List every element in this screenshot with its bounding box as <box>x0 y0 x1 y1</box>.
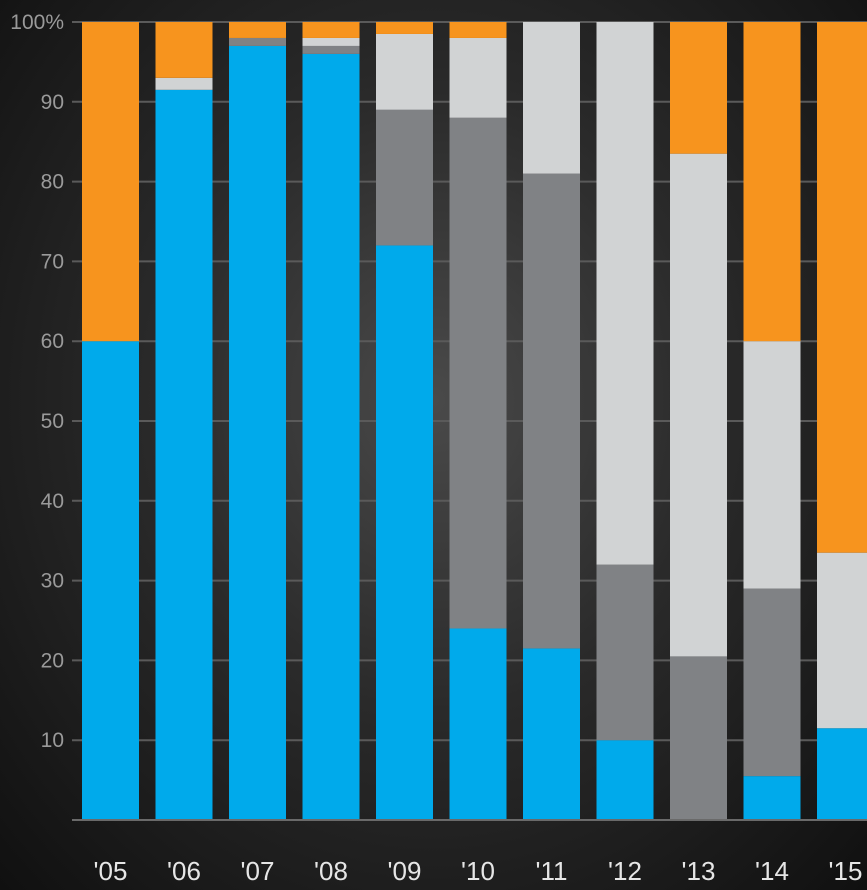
bar-segment <box>743 776 801 820</box>
bar-segment <box>376 109 433 246</box>
bar-segment <box>523 173 580 649</box>
y-tick-label: 100% <box>10 11 64 34</box>
bar-stack <box>82 22 139 820</box>
bar-segment <box>302 37 360 46</box>
bar-segment <box>302 45 360 54</box>
bar-stack <box>523 22 580 820</box>
bar-segment <box>229 37 286 46</box>
y-tick-label: 30 <box>41 570 64 593</box>
x-tick-label: '11 <box>536 856 568 886</box>
bar-stack <box>449 22 507 820</box>
bar-stack <box>670 22 727 820</box>
x-tick-labels: '05 '06 '07 '08 '09 '10 '11 '12 '13 '14 '15 <box>94 856 863 886</box>
bar-segment <box>155 77 213 90</box>
bar-segment <box>155 22 213 78</box>
bars <box>82 22 867 821</box>
x-tick-label: '09 <box>388 856 422 886</box>
x-tick-label: '06 <box>167 856 201 886</box>
y-tick-label: 60 <box>41 330 64 353</box>
x-tick-label: '07 <box>241 856 275 886</box>
bar-segment <box>817 552 867 729</box>
bar-segment <box>155 89 213 820</box>
bar-segment <box>743 341 801 589</box>
y-tick-label: 40 <box>41 490 64 513</box>
bar-segment <box>670 22 727 154</box>
bar-segment <box>596 564 654 741</box>
x-tick-label: '12 <box>608 856 642 886</box>
x-tick-label: '14 <box>755 856 789 886</box>
bar-segment <box>523 22 580 174</box>
y-tick-label: 90 <box>41 91 64 114</box>
x-tick-label: '05 <box>94 856 128 886</box>
x-tick-label: '10 <box>461 856 495 886</box>
bar-segment <box>302 22 360 38</box>
y-tick-label: 70 <box>41 250 64 273</box>
bar-segment <box>449 22 507 38</box>
bar-segment <box>376 22 433 34</box>
bar-stack <box>596 22 654 820</box>
bar-stack <box>743 22 801 820</box>
bar-segment <box>82 341 139 820</box>
y-tick-label: 50 <box>41 410 64 433</box>
bar-segment <box>229 45 286 820</box>
bar-segment <box>449 628 507 820</box>
x-tick-label: '13 <box>682 856 716 886</box>
bar-stack <box>229 22 286 820</box>
bar-segment <box>817 22 867 553</box>
bar-segment <box>82 22 139 342</box>
bar-segment <box>743 22 801 342</box>
y-tick-label: 80 <box>41 171 64 194</box>
bar-stack <box>155 22 213 820</box>
bar-segment <box>376 33 433 110</box>
x-tick-label: '15 <box>829 856 863 886</box>
bar-segment <box>743 588 801 777</box>
x-tick-label: '08 <box>314 856 348 886</box>
bar-segment <box>449 37 507 118</box>
bar-segment <box>670 153 727 657</box>
bar-segment <box>596 740 654 820</box>
bar-stack <box>302 22 360 821</box>
bar-segment <box>523 648 580 820</box>
bar-segment <box>449 117 507 629</box>
bar-segment <box>596 22 654 565</box>
bar-segment <box>302 53 360 821</box>
y-tick-labels: 10 20 30 40 50 60 70 80 90 100% <box>10 11 64 752</box>
bar-stack <box>817 22 867 820</box>
bar-segment <box>229 22 286 38</box>
y-tick-label: 10 <box>41 729 64 752</box>
bar-segment <box>817 728 867 820</box>
bar-segment <box>670 656 727 820</box>
y-tick-label: 20 <box>41 649 64 672</box>
bar-stack <box>376 22 433 820</box>
bar-segment <box>376 245 433 820</box>
